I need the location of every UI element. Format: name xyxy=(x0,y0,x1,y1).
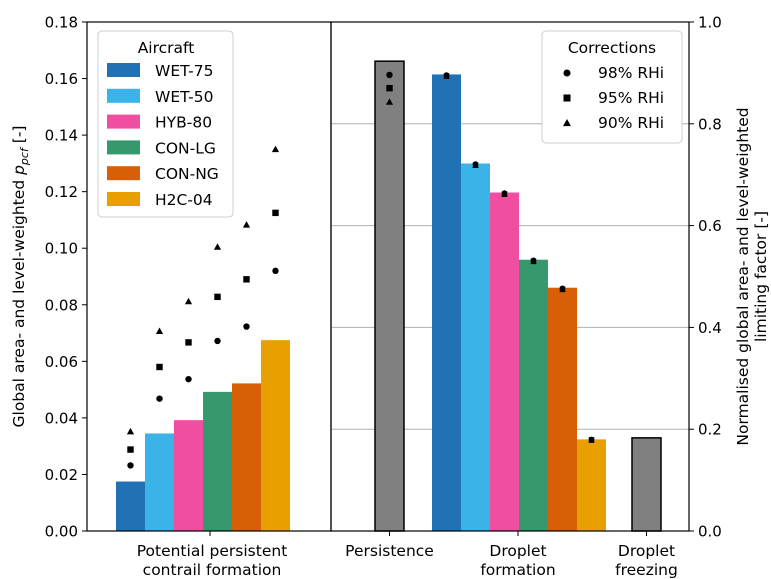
legend-marker-circle xyxy=(563,69,571,77)
right-axes-frame xyxy=(330,21,690,532)
legend-label-h2c-04: H2C-04 xyxy=(155,191,213,209)
legend-swatch-wet-50 xyxy=(107,88,140,103)
marker-90-con-lg xyxy=(213,243,222,250)
y-tick-label-right: 0.2 xyxy=(698,421,722,439)
y-tick-label-right: 1.0 xyxy=(698,14,722,32)
marker-98-persistence xyxy=(386,71,393,79)
bar-con-lg xyxy=(203,391,232,531)
legend-label-circle: 98% RHi xyxy=(598,64,664,82)
marker-90-droplet-h2c-04 xyxy=(588,437,595,443)
bar-droplet-formation-wet-75 xyxy=(432,74,461,531)
y-tick-label-right: 0.6 xyxy=(698,217,722,235)
x-tick-label-right: Persistence xyxy=(345,542,434,560)
legends: Aircraft WET-75 WET-50 HYB-80 CON-LG CON-NG H2… xyxy=(97,30,683,218)
marker-98-hyb-80 xyxy=(185,375,192,383)
y-tick-label-right: 0.4 xyxy=(698,319,722,337)
marker-90-wet-50 xyxy=(155,327,164,334)
y-tick-label-left: 0.16 xyxy=(45,70,78,88)
bar-droplet-formation-con-lg xyxy=(519,259,548,531)
marker-95-hyb-80 xyxy=(185,339,192,346)
marker-98-h2c-04 xyxy=(272,267,279,275)
legend-label-square: 95% RHi xyxy=(598,89,664,107)
marker-98-wet-75 xyxy=(127,462,134,469)
bar-wet-50 xyxy=(145,433,174,531)
legend-swatch-con-lg xyxy=(107,140,140,155)
x-tick-label-right: Droplet xyxy=(489,542,546,560)
marker-95-wet-75 xyxy=(127,446,134,453)
legend-label-triangle: 90% RHi xyxy=(598,114,664,132)
y-axis-label-right: limiting factor [-] xyxy=(752,211,770,342)
y-tick-label-left: 0.00 xyxy=(45,523,78,541)
bar-droplet-formation-hyb-80 xyxy=(490,192,519,531)
bar-h2c-04 xyxy=(261,340,290,531)
y-tick-label-left: 0.10 xyxy=(45,240,78,258)
legend-corrections-title: Corrections xyxy=(568,39,656,57)
marker-90-droplet-hyb-80 xyxy=(501,191,508,197)
legend-aircraft-title: Aircraft xyxy=(138,39,195,57)
y-tick-label-left: 0.14 xyxy=(45,127,78,145)
x-tick-label-right: Droplet xyxy=(618,542,675,560)
marker-90-persistence xyxy=(385,98,394,105)
marker-95-persistence xyxy=(386,84,393,92)
bar-droplet-formation-con-ng xyxy=(548,287,577,531)
legend-label-wet-75: WET-75 xyxy=(155,62,213,80)
marker-90-droplet-con-lg xyxy=(530,258,537,265)
marker-95-wet-50 xyxy=(156,363,163,371)
marker-90-droplet-wet-50 xyxy=(472,162,479,168)
y-tick-label-left: 0.04 xyxy=(45,409,78,427)
legend-marker-triangle xyxy=(563,119,571,127)
y-tick-label-right: 0.0 xyxy=(698,523,722,541)
bar-con-ng xyxy=(232,383,261,531)
bar-persistence xyxy=(374,60,405,532)
x-tick-label-left: contrail formation xyxy=(143,561,282,579)
marker-95-con-lg xyxy=(214,293,221,301)
marker-90-hyb-80 xyxy=(184,297,193,305)
legend-swatch-h2c-04 xyxy=(107,192,140,206)
marker-98-wet-50 xyxy=(156,395,163,402)
x-tick-label-left: Potential persistent xyxy=(137,542,288,560)
legend-label-con-lg: CON-LG xyxy=(155,139,216,157)
bar-droplet-freezing xyxy=(631,437,662,532)
left-panel: 0.00 0.02 0.04 0.06 0.08 0.10 0.12 0.14 0.16 0.18… xyxy=(10,14,332,579)
marker-90-con-ng xyxy=(242,221,251,228)
legend-label-con-ng: CON-NG xyxy=(155,165,219,183)
legend-corrections-box xyxy=(541,30,683,144)
legend-marker-square xyxy=(563,94,571,102)
legend-swatch-wet-75 xyxy=(107,63,140,77)
marker-95-con-ng xyxy=(243,276,250,283)
marker-90-droplet-wet-75 xyxy=(443,73,450,79)
bar-droplet-formation-h2c-04 xyxy=(577,439,606,531)
x-tick-label-right: freezing xyxy=(615,561,678,579)
legend-swatch-hyb-80 xyxy=(107,114,140,129)
y-tick-label-left: 0.08 xyxy=(45,296,78,314)
marker-98-con-ng xyxy=(243,323,250,330)
y-tick-label-left: 0.06 xyxy=(45,353,78,371)
marker-95-h2c-04 xyxy=(272,209,279,217)
marker-90-h2c-04 xyxy=(271,145,280,153)
y-tick-label-left: 0.02 xyxy=(45,466,78,484)
y-axis-label-left: Global area- and level-weighted ppcf [-] xyxy=(10,126,31,428)
bar-hyb-80 xyxy=(174,420,203,531)
marker-90-wet-75 xyxy=(126,427,135,435)
marker-98-con-lg xyxy=(214,337,221,345)
y-axis-label-right: Normalised global area- and level-weight… xyxy=(734,107,752,445)
legend-swatch-con-ng xyxy=(107,166,140,181)
x-tick-label-right: formation xyxy=(480,561,555,579)
legend-label-hyb-80: HYB-80 xyxy=(155,114,212,132)
y-tick-label-right: 0.8 xyxy=(698,115,722,133)
legend-label-wet-50: WET-50 xyxy=(155,88,213,106)
y-tick-label-left: 0.18 xyxy=(45,14,78,32)
marker-90-droplet-con-ng xyxy=(559,286,566,293)
bar-droplet-formation-wet-50 xyxy=(461,163,490,531)
y-tick-label-left: 0.12 xyxy=(45,183,78,201)
bar-wet-75 xyxy=(116,481,145,531)
